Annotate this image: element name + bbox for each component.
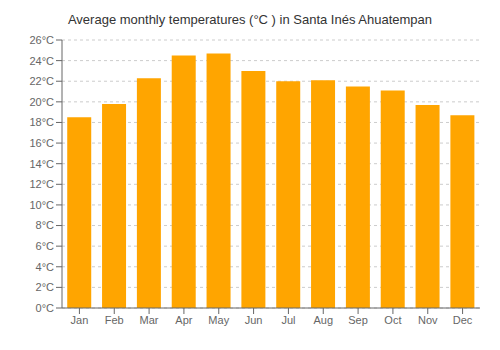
svg-text:Jun: Jun bbox=[245, 314, 263, 326]
svg-text:Aug: Aug bbox=[313, 314, 333, 326]
html-text:Average monthly temperatures (: Average monthly temperatures (°C ) in Sa… bbox=[67, 12, 432, 27]
svg-text:10°C: 10°C bbox=[29, 199, 54, 211]
svg-text:16°C: 16°C bbox=[29, 137, 54, 149]
svg-text:Feb: Feb bbox=[105, 314, 124, 326]
svg-text:8°C: 8°C bbox=[36, 219, 55, 231]
svg-text:6°C: 6°C bbox=[36, 240, 55, 252]
svg-text:4°C: 4°C bbox=[36, 261, 55, 273]
svg-text:Sep: Sep bbox=[348, 314, 368, 326]
svg-text:12°C: 12°C bbox=[29, 178, 54, 190]
svg-text:22°C: 22°C bbox=[29, 75, 54, 87]
svg-text:24°C: 24°C bbox=[29, 55, 54, 67]
svg-text:Jan: Jan bbox=[71, 314, 89, 326]
svg-text:2°C: 2°C bbox=[36, 281, 55, 293]
svg-text:Jul: Jul bbox=[281, 314, 295, 326]
svg-text:May: May bbox=[208, 314, 229, 326]
svg-text:20°C: 20°C bbox=[29, 96, 54, 108]
svg-text:18°C: 18°C bbox=[29, 116, 54, 128]
svg-text:Mar: Mar bbox=[140, 314, 159, 326]
svg-text:26°C: 26°C bbox=[29, 34, 54, 46]
svg-text:Dec: Dec bbox=[453, 314, 473, 326]
svg-text:Oct: Oct bbox=[384, 314, 401, 326]
svg-text:Nov: Nov bbox=[418, 314, 438, 326]
svg-text:Apr: Apr bbox=[175, 314, 192, 326]
svg-text:0°C: 0°C bbox=[36, 302, 55, 314]
svg-text:14°C: 14°C bbox=[29, 158, 54, 170]
